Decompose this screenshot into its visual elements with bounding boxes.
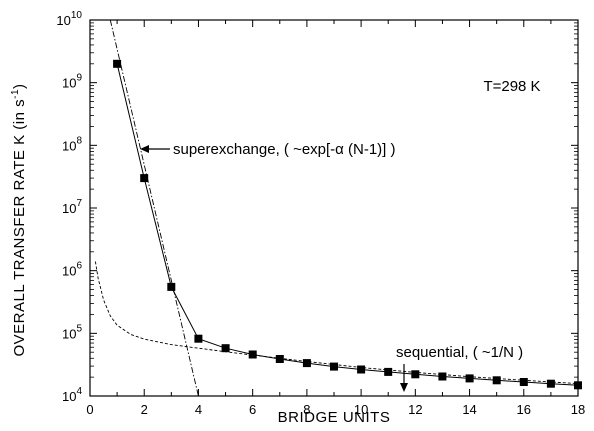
y-axis-title-sup: -1 (10, 89, 21, 99)
y-axis-title: OVERALL TRANSFER RATE K (in s-1) (10, 83, 28, 356)
data-point (547, 380, 555, 388)
data-point (194, 335, 202, 343)
sequential-arrow (400, 364, 408, 392)
x-tick-label: 6 (249, 402, 256, 417)
data-point (411, 370, 419, 378)
data-point (438, 373, 446, 381)
x-tick-label: 16 (517, 402, 531, 417)
y-tick-label: 105 (62, 323, 82, 341)
data-point (520, 378, 528, 386)
data-series-line (117, 64, 578, 386)
x-axis-title: BRIDGE UNITS (278, 409, 391, 426)
x-tick-label: 14 (462, 402, 476, 417)
y-tick-label: 106 (62, 261, 82, 279)
y-tick-label: 104 (62, 386, 82, 404)
data-point (249, 351, 257, 359)
data-point (493, 376, 501, 384)
svg-text:OVERALL TRANSFER RATE K (in: OVERALL TRANSFER RATE K (in s-1) (10, 83, 28, 356)
data-point (384, 368, 392, 376)
data-point (113, 60, 121, 68)
y-tick-label: 108 (62, 135, 82, 153)
y-tick-label: 1010 (56, 10, 82, 28)
x-tick-label: 12 (408, 402, 422, 417)
plot-frame (90, 20, 578, 396)
data-point (357, 366, 365, 374)
data-point (303, 359, 311, 367)
data-point (466, 374, 474, 382)
data-point (167, 283, 175, 291)
x-tick-label: 0 (86, 402, 93, 417)
data-point (140, 174, 148, 182)
sequential-annotation: sequential, ( ~1/N ) (396, 344, 523, 361)
data-point (222, 344, 230, 352)
x-tick-label: 18 (571, 402, 585, 417)
temperature-label: T=298 K (483, 78, 540, 95)
x-tick-label: 2 (141, 402, 148, 417)
y-axis-title-end: ) (11, 83, 28, 89)
superexchange-fit-line (110, 20, 198, 396)
data-point (330, 363, 338, 371)
data-point (276, 355, 284, 363)
x-tick-label: 4 (195, 402, 202, 417)
superexchange-arrow (140, 145, 170, 153)
superexchange-annotation: superexchange, ( ~exp[-α (N-1)] ) (173, 141, 396, 158)
y-tick-label: 107 (62, 198, 82, 216)
y-tick-label: 109 (62, 73, 82, 91)
y-axis-title-text: OVERALL TRANSFER RATE K (in s (11, 99, 28, 357)
